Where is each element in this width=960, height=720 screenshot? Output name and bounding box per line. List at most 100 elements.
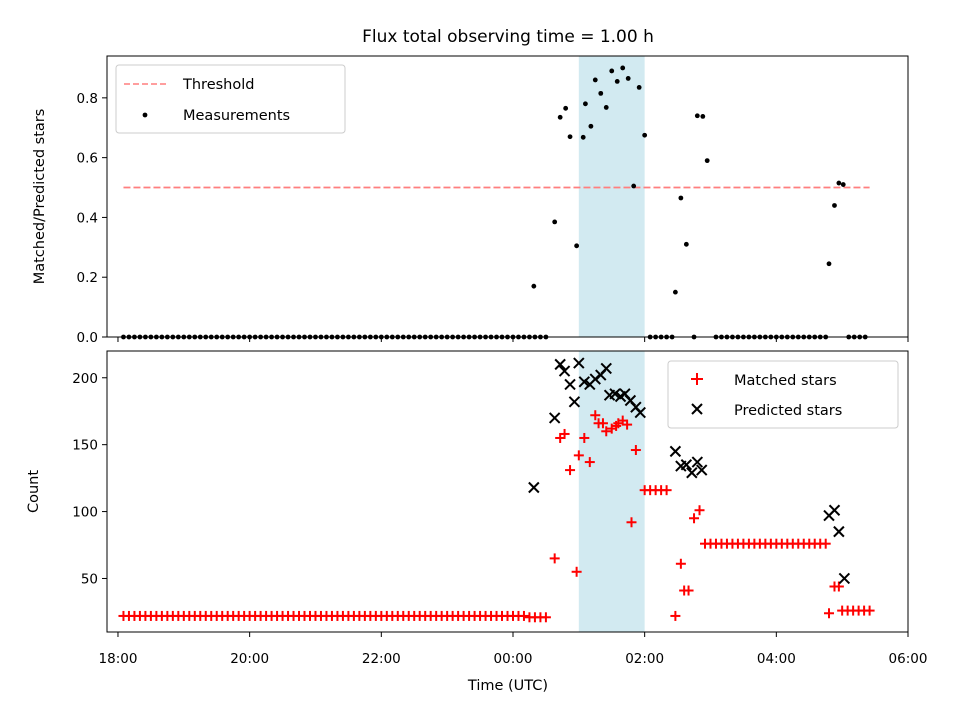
predicted-star-marker <box>691 456 704 468</box>
matched-star-marker <box>694 505 705 516</box>
legend-matched-swatch <box>691 373 703 385</box>
measurement-point <box>700 113 706 119</box>
measurement-point <box>683 241 689 247</box>
y-tick-label: 0.6 <box>77 151 98 167</box>
measurement-point <box>826 261 832 267</box>
legend-top: Threshold Measurements <box>115 64 346 134</box>
matched-star-marker <box>630 445 641 456</box>
measurement-point <box>557 114 563 120</box>
y-tick-label: 150 <box>72 438 98 454</box>
predicted-star-marker <box>696 464 708 476</box>
measurement-point <box>531 283 537 289</box>
legend-predicted-label: Predicted stars <box>734 403 842 419</box>
chart-title: Flux total observing time = 1.00 h <box>362 27 654 47</box>
predicted-star-marker <box>669 445 682 458</box>
predicted-star-marker <box>828 504 841 516</box>
matched-star-marker <box>571 566 582 577</box>
measurement-point <box>694 113 700 119</box>
measurement-point <box>563 105 569 111</box>
predicted-star-marker <box>554 358 566 371</box>
measurement-point <box>625 76 631 81</box>
predicted-stars-layer <box>528 357 851 585</box>
matched-star-marker <box>590 410 601 421</box>
predicted-star-marker <box>634 406 646 419</box>
x-tick-label: 04:00 <box>757 651 796 667</box>
matched-star-marker <box>549 553 560 564</box>
measurement-point <box>631 183 637 189</box>
y-tick-label: 200 <box>72 371 98 387</box>
measurement-point <box>552 219 558 225</box>
matched-star-marker <box>820 538 831 549</box>
matched-star-marker <box>675 558 686 569</box>
x-axis-label: Time (UTC) <box>467 678 548 694</box>
legend-threshold-label: Threshold <box>182 77 254 93</box>
legend-measurements-swatch <box>142 112 148 118</box>
x-tick-label: 20:00 <box>230 651 269 667</box>
matched-stars-layer <box>118 410 875 623</box>
predicted-star-marker <box>680 459 693 471</box>
matched-star-marker <box>689 513 700 524</box>
matched-star-marker <box>823 608 834 619</box>
legend-box-top <box>115 64 346 134</box>
matched-star-marker <box>518 610 529 621</box>
y-tick-label: 0.4 <box>77 210 98 226</box>
legend-matched-label: Matched stars <box>734 373 837 389</box>
measurement-point <box>642 132 648 138</box>
matched-star-marker <box>540 612 551 623</box>
matched-star-marker <box>661 485 672 496</box>
x-tick-label: 06:00 <box>889 651 928 667</box>
y-ticks-bottom: 50 100 150 200 <box>72 371 107 587</box>
predicted-star-marker <box>528 481 540 494</box>
predicted-star-marker <box>564 378 576 391</box>
measurement-point <box>636 84 642 90</box>
y-tick-label: 0.8 <box>77 91 98 107</box>
legend-measurements-label: Measurements <box>183 108 290 124</box>
predicted-star-marker <box>838 572 851 585</box>
predicted-star-marker <box>833 525 845 538</box>
matched-star-marker <box>670 610 681 621</box>
measurement-point <box>840 182 846 187</box>
x-tick-label: 22:00 <box>362 651 401 667</box>
measurement-point <box>832 203 837 208</box>
measurement-point <box>620 65 626 71</box>
matched-star-marker <box>622 419 633 430</box>
measurement-point <box>592 77 598 83</box>
y-tick-label: 100 <box>72 505 98 521</box>
measurement-point <box>672 289 678 295</box>
y-axis-label-top: Matched/Predicted stars <box>32 109 48 285</box>
measurement-point <box>836 180 842 186</box>
matched-star-marker <box>579 432 590 443</box>
y-axis-label-bottom: Count <box>26 470 42 513</box>
measurement-point <box>704 158 710 164</box>
predicted-star-marker <box>686 467 698 479</box>
measurement-point <box>567 134 573 140</box>
x-ticks-bottom: 18:00 20:00 22:00 00:00 02:00 04:00 06:00 <box>99 632 928 667</box>
measurement-point <box>678 195 684 201</box>
matched-star-marker <box>559 428 570 439</box>
matched-star-marker <box>683 585 694 596</box>
measurement-point <box>614 79 620 84</box>
measurement-point <box>574 243 580 249</box>
plot-frame-top <box>106 55 909 338</box>
y-tick-label: 0.0 <box>77 330 98 346</box>
x-tick-label: 02:00 <box>625 651 664 667</box>
x-ticks-top <box>117 337 909 342</box>
measurement-point <box>580 134 586 140</box>
matched-star-marker <box>864 605 875 616</box>
matched-star-marker <box>597 418 608 429</box>
predicted-star-marker <box>600 362 612 375</box>
plot-frame-bottom <box>106 350 909 633</box>
predicted-star-marker <box>548 412 561 424</box>
y-tick-label: 50 <box>81 571 98 587</box>
matched-star-marker <box>601 426 612 437</box>
measurement-point <box>583 101 588 107</box>
panel-ratio: Flux total observing time = 1.00 h 0.0 0.… <box>32 27 909 346</box>
panel-counts: 50 100 150 200 18:00 20:00 22:00 00:00 02:00 04:… <box>26 350 928 694</box>
predicted-star-marker <box>578 376 591 388</box>
highlight-band-top <box>578 56 645 337</box>
legend-predicted-swatch <box>691 403 703 415</box>
measurement-point <box>609 68 615 74</box>
matched-star-marker <box>833 581 844 592</box>
legend-bottom: Matched stars Predicted stars <box>667 360 899 429</box>
